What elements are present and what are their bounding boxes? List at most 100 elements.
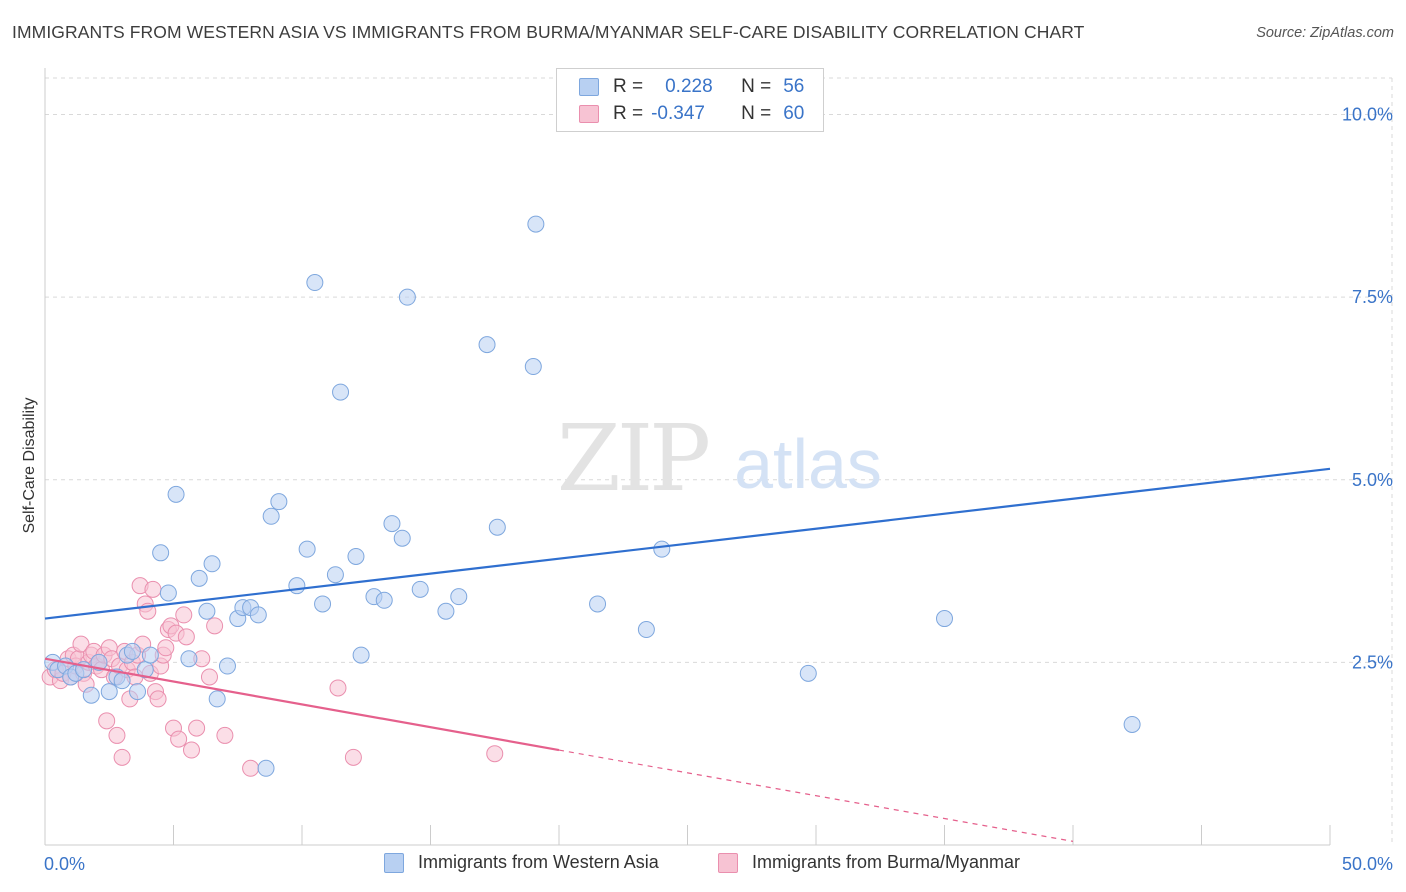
point-western-asia [375, 591, 393, 609]
point-western-asia [314, 595, 332, 613]
legend-n-label: N = [741, 103, 772, 124]
legend-r-value: 0.228 [665, 76, 713, 97]
point-burma [175, 606, 193, 624]
point-western-asia [326, 566, 344, 584]
point-burma [206, 617, 224, 635]
point-burma [182, 741, 200, 759]
watermark: ZIP atlas [557, 405, 882, 512]
point-western-asia [637, 621, 655, 639]
point-western-asia [203, 555, 221, 573]
point-western-asia [347, 547, 365, 565]
point-western-asia [180, 650, 198, 668]
point-burma [144, 580, 162, 598]
axes [44, 68, 1331, 846]
point-western-asia [159, 584, 177, 602]
point-burma [170, 730, 188, 748]
legend-item-burma: Immigrants from Burma/Myanmar [718, 852, 1020, 873]
point-western-asia [589, 595, 607, 613]
legend-item-western-asia: Immigrants from Western Asia [384, 852, 659, 873]
point-burma [486, 745, 504, 763]
point-burma [200, 668, 218, 686]
point-burma [98, 712, 116, 730]
legend-n-value: 60 [783, 103, 805, 124]
point-western-asia [298, 540, 316, 558]
trend-lines [44, 467, 1331, 842]
point-western-asia [190, 569, 208, 587]
point-western-asia [90, 653, 108, 671]
point-western-asia [113, 672, 131, 690]
point-western-asia [398, 288, 416, 306]
point-burma [344, 748, 362, 766]
legend-swatch-blue [384, 852, 404, 873]
point-western-asia [167, 485, 185, 503]
point-western-asia [478, 336, 496, 354]
legend-r-label: R = [613, 76, 644, 97]
chart-title: IMMIGRANTS FROM WESTERN ASIA VS IMMIGRAN… [12, 22, 1085, 42]
point-western-asia [332, 383, 350, 401]
point-western-asia [1123, 715, 1141, 733]
point-burma [108, 726, 126, 744]
point-burma [216, 726, 234, 744]
axis-labels: 2.5% 5.0% 7.5% 10.0% 0.0% 50.0% Self-Care Disa… [21, 105, 1393, 874]
y-tick-label: 5.0% [1352, 470, 1393, 490]
trend-line-western-asia [44, 467, 1331, 620]
y-tick-label: 7.5% [1352, 287, 1393, 307]
trend-line-burma-extension [558, 749, 1074, 842]
point-western-asia [262, 507, 280, 525]
y-tick-label: 2.5% [1352, 652, 1393, 672]
point-burma [188, 719, 206, 737]
legend-n-value: 56 [783, 76, 805, 97]
point-western-asia [249, 606, 267, 624]
watermark-atlas: atlas [734, 425, 882, 503]
point-western-asia [488, 518, 506, 536]
point-western-asia [393, 529, 411, 547]
point-western-asia [936, 610, 953, 628]
point-western-asia [270, 493, 288, 511]
point-western-asia [100, 683, 118, 701]
point-western-asia [450, 588, 468, 606]
point-western-asia [257, 759, 275, 777]
point-western-asia [306, 274, 324, 292]
x-tick-label: 50.0% [1342, 854, 1393, 874]
point-burma [242, 759, 260, 777]
trend-line-burma [44, 657, 560, 752]
legend-label-western-asia: Immigrants from Western Asia [418, 852, 659, 872]
point-burma [177, 628, 195, 646]
legend-r-label: R = [613, 103, 644, 124]
point-western-asia [653, 540, 671, 558]
point-western-asia [218, 657, 236, 675]
point-western-asia [524, 358, 542, 376]
point-western-asia [129, 683, 147, 701]
y-axis-label: Self-Care Disability [21, 397, 38, 533]
watermark-zip: ZIP [557, 405, 708, 512]
legend-r-value: -0.347 [651, 103, 705, 124]
point-western-asia [141, 646, 159, 664]
legend-swatch-pink [718, 852, 738, 873]
point-western-asia [208, 690, 226, 708]
point-western-asia [411, 580, 429, 598]
point-burma [157, 639, 175, 657]
x-tick-label: 0.0% [44, 854, 85, 874]
point-western-asia [799, 664, 817, 682]
legend-label-burma: Immigrants from Burma/Myanmar [752, 852, 1021, 872]
legend-row-western-asia: R = 0.228 N = 56 [579, 76, 804, 98]
data-points [41, 215, 1141, 777]
point-western-asia [198, 602, 216, 620]
point-burma [72, 635, 90, 653]
point-burma [149, 690, 167, 708]
point-western-asia [123, 642, 141, 660]
legend-swatch-blue [579, 78, 599, 96]
legend-row-burma: R = -0.347 N = 60 [579, 103, 804, 125]
legend-n-label: N = [741, 76, 772, 97]
point-western-asia [437, 602, 455, 620]
point-burma [113, 748, 131, 766]
correlation-legend: R = 0.228 N = 56 R = -0.347 N = 60 [556, 68, 824, 132]
gridlines [45, 77, 1393, 845]
point-burma [329, 679, 347, 697]
source-label: Source: ZipAtlas.com [1256, 25, 1394, 41]
legend-swatch-pink [579, 105, 599, 123]
point-western-asia [527, 215, 545, 233]
point-western-asia [152, 544, 170, 562]
point-western-asia [288, 577, 306, 595]
